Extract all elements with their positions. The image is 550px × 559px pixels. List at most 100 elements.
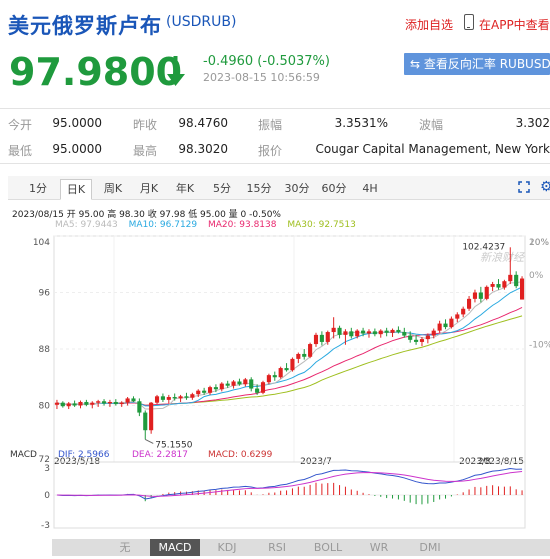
- tab-daily[interactable]: 日K: [60, 179, 92, 200]
- dea-line: [56, 470, 523, 497]
- candle-body: [284, 368, 289, 371]
- candle-body: [484, 286, 489, 299]
- candle-body: [125, 398, 130, 403]
- amplitude-value: 3.3531%: [334, 116, 388, 130]
- ma30-label: MA30: 92.7513: [287, 220, 356, 230]
- candle-body: [425, 335, 430, 340]
- candle-body: [431, 330, 436, 336]
- macd-chart[interactable]: 3 0 -3 MACD DIF: 2.5966 DEA: 2.2817 MACD: 0.62…: [0, 448, 550, 530]
- tab-1min[interactable]: 1分: [29, 182, 47, 195]
- tab-weekly[interactable]: 周K: [103, 182, 123, 195]
- y-tick-label: 104: [33, 238, 50, 248]
- phone-icon: [464, 14, 474, 30]
- tab-indicator-dmi[interactable]: DMI: [419, 541, 441, 554]
- candle-body: [478, 292, 483, 299]
- candle-body: [160, 396, 165, 400]
- candle-body: [519, 278, 525, 300]
- fullscreen-icon[interactable]: [518, 181, 530, 193]
- candle-body: [437, 323, 442, 331]
- candle-body: [384, 330, 389, 333]
- candle-body: [66, 403, 71, 407]
- candle-body: [166, 397, 171, 400]
- low-label: 最低: [8, 144, 33, 158]
- candle-body: [325, 332, 330, 342]
- candle-body: [119, 402, 124, 405]
- candle-body: [154, 396, 160, 403]
- candle-body: [207, 387, 213, 393]
- candle-body: [449, 318, 454, 328]
- tab-indicator-boll[interactable]: BOLL: [313, 541, 343, 554]
- ma5-line: [56, 281, 523, 410]
- tab-indicator-rsi[interactable]: RSI: [268, 541, 286, 554]
- candle-body: [308, 344, 313, 357]
- view-in-app-link[interactable]: 在APP中查看: [479, 18, 550, 32]
- candle-body: [225, 383, 230, 386]
- bar-info: 2023/08/15 开 95.00 高 98.30 收 97.98 低 95.…: [12, 210, 281, 220]
- candle-body: [402, 332, 407, 336]
- tab-30min[interactable]: 30分: [284, 182, 310, 195]
- dif-line: [56, 467, 523, 500]
- open-value: 95.0000: [52, 116, 102, 130]
- down-arrow-icon: [167, 56, 185, 86]
- macd-value-label: MACD: 0.6299: [208, 450, 273, 460]
- ma10-line: [56, 286, 523, 407]
- reverse-rate-button[interactable]: ⇆ 查看反向汇率 RUBUSD: [404, 53, 550, 75]
- candle-body: [372, 331, 377, 335]
- candle-body: [137, 401, 142, 413]
- tab-4h[interactable]: 4H: [362, 182, 378, 195]
- candle-body: [243, 379, 248, 385]
- y-tick-label: 80: [39, 402, 51, 412]
- tab-indicator-wr[interactable]: WR: [369, 541, 389, 554]
- macd-name: MACD: [10, 450, 37, 460]
- tab-15min[interactable]: 15分: [246, 182, 272, 195]
- tab-60min[interactable]: 60分: [321, 182, 347, 195]
- candle-body: [461, 308, 466, 315]
- tab-indicator-kdj[interactable]: KDJ: [217, 541, 237, 554]
- prev-close-label: 昨收: [133, 118, 158, 132]
- candle-body: [190, 394, 195, 398]
- candle-body: [131, 398, 136, 402]
- candle-body: [78, 401, 83, 406]
- candle-body: [107, 401, 112, 404]
- ma-legend: MA5: 97.9443 MA10: 96.7129 MA20: 93.8138…: [55, 220, 364, 230]
- instrument-title: 美元俄罗斯卢布: [8, 14, 162, 38]
- wave-label: 波幅: [419, 118, 444, 132]
- quote-datetime: 2023-08-15 10:56:59: [203, 71, 320, 84]
- candle-body: [313, 334, 319, 345]
- quoter-label: 报价: [258, 144, 283, 158]
- y-tick-label: 96: [39, 289, 51, 299]
- candle-body: [296, 353, 301, 359]
- quoter-value: Cougar Capital Management, New York: [315, 142, 550, 156]
- candle-body: [172, 397, 177, 399]
- y-tick-label: 88: [39, 345, 51, 355]
- candle-body: [366, 331, 372, 334]
- tab-5min[interactable]: 5分: [213, 182, 231, 195]
- candle-body: [113, 401, 118, 405]
- candle-body: [178, 396, 183, 399]
- tab-indicator-macd[interactable]: MACD: [150, 539, 200, 556]
- indicator-tabs: 无 MACD KDJ RSI BOLL WR DMI: [52, 539, 550, 556]
- add-favorite-link[interactable]: 添加自选: [405, 18, 454, 32]
- instrument-code: (USDRUB): [166, 14, 237, 30]
- tab-indicator-none[interactable]: 无: [119, 541, 131, 554]
- candle-body: [149, 402, 154, 431]
- prev-close-value: 98.4760: [178, 116, 228, 130]
- min-pointer: [145, 438, 154, 444]
- macd-y-tick: 3: [44, 464, 50, 474]
- swap-icon: ⇆: [410, 57, 421, 71]
- amplitude-label: 振幅: [258, 118, 283, 132]
- pct-tick-label: 20%: [529, 238, 549, 248]
- candle-body: [337, 327, 342, 335]
- tab-yearly[interactable]: 年K: [175, 182, 195, 195]
- gear-icon[interactable]: ⚙: [540, 179, 550, 195]
- candle-body: [514, 274, 519, 287]
- candle-body: [455, 314, 460, 319]
- ma20-label: MA20: 93.8138: [208, 220, 277, 230]
- reverse-rate-label: 查看反向汇率 RUBUSD: [423, 57, 550, 71]
- macd-y-tick: -3: [41, 521, 50, 530]
- candle-body: [414, 339, 419, 342]
- candle-body: [60, 402, 65, 407]
- candle-body: [72, 403, 77, 406]
- tab-monthly[interactable]: 月K: [139, 182, 159, 195]
